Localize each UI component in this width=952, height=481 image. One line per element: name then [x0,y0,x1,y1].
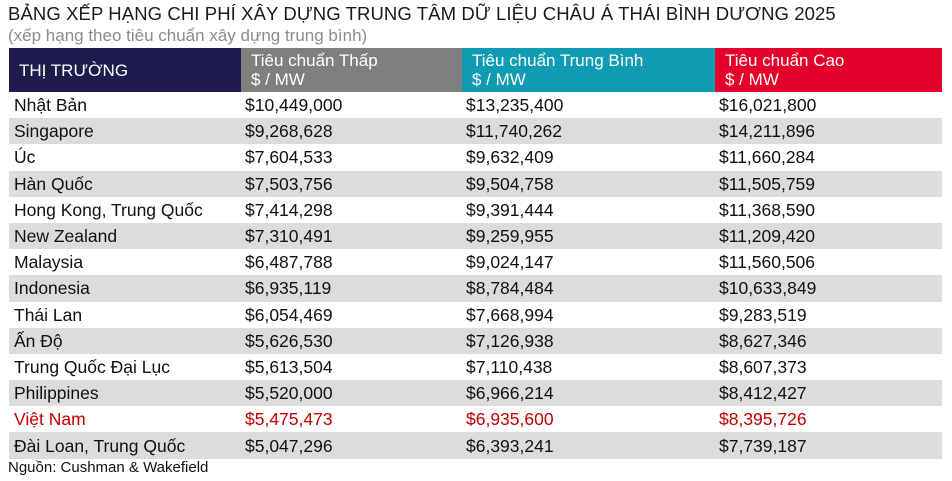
high-cost-cell: $8,627,346 [715,327,942,354]
table-row: Đài Loan, Trung Quốc $5,047,296 $6,393,241… [9,432,942,459]
high-cost-cell: $7,739,187 [715,432,942,459]
market-cell: Philippines [9,380,241,407]
low-cost-cell: $7,414,298 [241,196,462,223]
market-cell: Trung Quốc Đại Lục [9,353,241,381]
low-cost-cell: $5,475,473 [241,406,462,433]
mid-cost-cell: $6,935,600 [462,406,715,433]
mid-cost-cell: $6,966,214 [462,380,715,407]
mid-cost-cell: $13,235,400 [462,92,715,119]
page-subtitle: (xếp hạng theo tiêu chuẩn xây dựng trung… [8,26,368,45]
high-cost-cell: $11,660,284 [715,144,942,171]
table-row: Indonesia $6,935,119 $8,784,484 $10,633,849 [9,275,942,302]
market-cell: Việt Nam [9,406,241,433]
low-cost-cell: $5,613,504 [241,353,462,381]
header-label: THỊ TRƯỜNG [19,60,129,80]
header-unit: $ / MW [251,70,305,89]
market-cell: Malaysia [9,249,241,276]
table-row: Hàn Quốc $7,503,756 $9,504,758 $11,505,759 [9,170,942,197]
mid-cost-cell: $11,740,262 [462,118,715,145]
table-row: New Zealand $7,310,491 $9,259,955 $11,209,4… [9,222,942,250]
header-label: Tiêu chuẩn Trung Bình [472,51,644,70]
cost-ranking-table: THỊ TRƯỜNG Tiêu chuẩn Thấp $ / MW Tiêu c… [9,48,942,459]
high-cost-cell: $14,211,896 [715,118,942,145]
table-row: Singapore $9,268,628 $11,740,262 $14,211,89… [9,118,942,145]
low-cost-cell: $6,487,788 [241,249,462,276]
low-cost-cell: $5,626,530 [241,327,462,354]
high-cost-cell: $8,395,726 [715,406,942,433]
low-cost-cell: $7,604,533 [241,144,462,171]
page-title: BẢNG XẾP HẠNG CHI PHÍ XÂY DỰNG TRUNG TÂM… [8,3,836,24]
low-cost-cell: $10,449,000 [241,92,462,119]
mid-cost-cell: $6,393,241 [462,432,715,459]
market-cell: Singapore [9,118,241,145]
high-cost-cell: $16,021,800 [715,92,942,119]
low-cost-cell: $9,268,628 [241,118,462,145]
mid-cost-cell: $7,668,994 [462,301,715,328]
header-unit: $ / MW [472,70,526,89]
market-cell: Ấn Độ [9,327,241,354]
mid-cost-cell: $8,784,484 [462,275,715,302]
market-cell: Hong Kong, Trung Quốc [9,196,241,223]
mid-cost-cell: $9,391,444 [462,196,715,223]
market-cell: Nhật Bản [9,92,241,119]
table-row: Hong Kong, Trung Quốc $7,414,298 $9,391,44… [9,196,942,223]
mid-cost-cell: $9,024,147 [462,249,715,276]
header-high-standard: Tiêu chuẩn Cao $ / MW [715,48,942,92]
market-cell: Đài Loan, Trung Quốc [9,432,241,459]
market-cell: Thái Lan [9,301,241,328]
table-row: Thái Lan $6,054,469 $7,668,994 $9,283,519 [9,301,942,328]
market-cell: New Zealand [9,222,241,250]
market-cell: Indonesia [9,275,241,302]
high-cost-cell: $10,633,849 [715,275,942,302]
table-header: THỊ TRƯỜNG Tiêu chuẩn Thấp $ / MW Tiêu c… [9,48,942,92]
table-body: Nhật Bản $10,449,000 $13,235,400 $16,021,80… [9,92,942,459]
high-cost-cell: $11,209,420 [715,222,942,250]
high-cost-cell: $8,607,373 [715,353,942,381]
table-row: Philippines $5,520,000 $6,966,214 $8,412,42… [9,380,942,407]
header-label: Tiêu chuẩn Thấp [251,51,378,70]
low-cost-cell: $5,520,000 [241,380,462,407]
source-note: Nguồn: Cushman & Wakefield [8,459,209,476]
high-cost-cell: $11,560,506 [715,249,942,276]
high-cost-cell: $11,368,590 [715,196,942,223]
table-row: Việt Nam $5,475,473 $6,935,600 $8,395,726 [9,406,942,433]
mid-cost-cell: $7,110,438 [462,353,715,381]
high-cost-cell: $11,505,759 [715,170,942,197]
market-cell: Hàn Quốc [9,170,241,197]
mid-cost-cell: $9,504,758 [462,170,715,197]
market-cell: Úc [9,144,241,171]
header-low-standard: Tiêu chuẩn Thấp $ / MW [241,48,462,92]
table-row: Úc $7,604,533 $9,632,409 $11,660,284 [9,144,942,171]
header-unit: $ / MW [725,70,779,89]
low-cost-cell: $5,047,296 [241,432,462,459]
high-cost-cell: $9,283,519 [715,301,942,328]
table-row: Malaysia $6,487,788 $9,024,147 $11,560,506 [9,249,942,276]
mid-cost-cell: $9,632,409 [462,144,715,171]
low-cost-cell: $7,503,756 [241,170,462,197]
table-row: Nhật Bản $10,449,000 $13,235,400 $16,021,80… [9,92,942,119]
header-label: Tiêu chuẩn Cao [725,51,845,70]
header-mid-standard: Tiêu chuẩn Trung Bình $ / MW [462,48,715,92]
table-row: Trung Quốc Đại Lục $5,613,504 $7,110,438 $8… [9,353,942,381]
mid-cost-cell: $7,126,938 [462,327,715,354]
mid-cost-cell: $9,259,955 [462,222,715,250]
header-market: THỊ TRƯỜNG [9,48,241,92]
high-cost-cell: $8,412,427 [715,380,942,407]
low-cost-cell: $7,310,491 [241,222,462,250]
low-cost-cell: $6,935,119 [241,275,462,302]
low-cost-cell: $6,054,469 [241,301,462,328]
table-row: Ấn Độ $5,626,530 $7,126,938 $8,627,346 [9,327,942,354]
header-row: THỊ TRƯỜNG Tiêu chuẩn Thấp $ / MW Tiêu c… [9,48,942,92]
